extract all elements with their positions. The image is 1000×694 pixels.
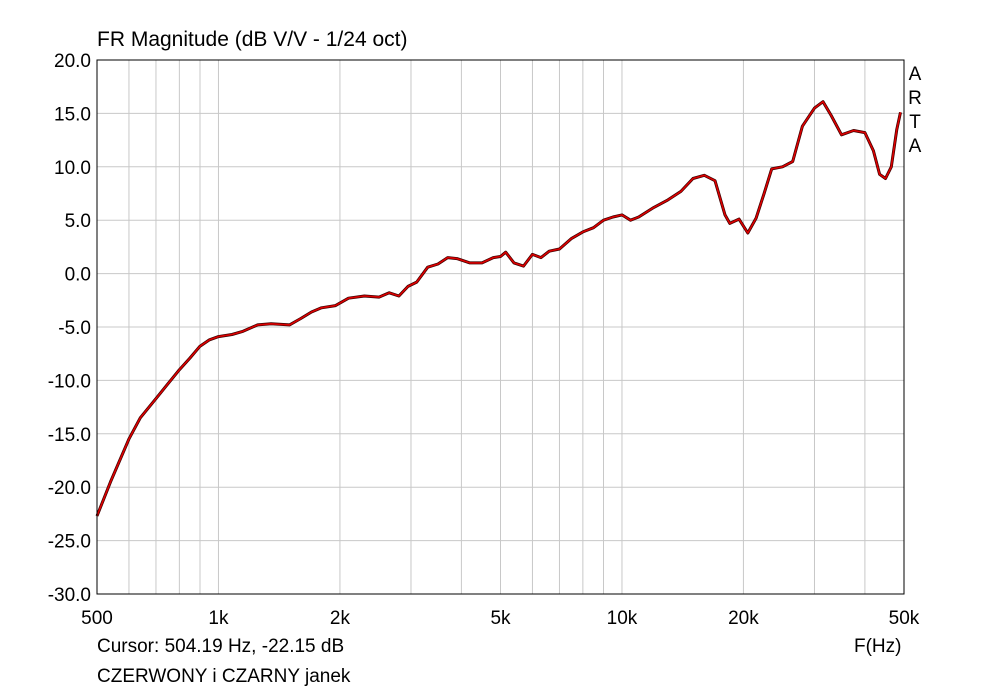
series-traces [95,100,902,517]
brand-letter-a2: A [908,136,922,157]
y-tick-label: 10.0 [54,158,91,179]
arta-brand-mark: A R T A [907,63,923,159]
x-tick-label: 10k [607,608,638,629]
y-tick-label: -10.0 [48,371,91,392]
x-tick-label: 5k [490,608,511,629]
y-axis-tick-labels: 20.0 15.0 10.0 5.0 0.0 -5.0 -10.0 -15.0 -20.0 -25… [48,51,91,606]
y-tick-label: 15.0 [54,104,91,125]
x-tick-label: 2k [330,608,351,629]
horizontal-gridlines [97,112,904,542]
brand-letter-a1: A [908,64,922,85]
y-tick-label: 0.0 [65,265,91,286]
chart-title: FR Magnitude (dB V/V - 1/24 oct) [97,28,408,51]
y-tick-label: -20.0 [48,478,91,499]
y-tick-label: -15.0 [48,425,91,446]
x-tick-label: 50k [889,608,920,629]
chart-caption: CZERWONY i CZARNY janek [97,666,351,687]
x-axis-label: F(Hz) [854,636,902,657]
y-tick-label: 20.0 [54,51,91,72]
series-line-shadow [95,100,902,517]
plot-frame [96,59,905,595]
x-tick-label: 500 [81,608,113,629]
y-tick-label: 5.0 [65,211,91,232]
series-line [96,100,902,517]
brand-letter-t: T [909,112,921,133]
y-tick-label: -30.0 [48,585,91,606]
x-tick-label: 1k [208,608,229,629]
y-tick-label: -5.0 [58,318,91,339]
y-tick-label: -25.0 [48,532,91,553]
x-axis-tick-labels: 500 1k 2k 5k 10k 20k 50k [81,608,920,629]
brand-letter-r: R [908,88,922,109]
x-tick-label: 20k [728,608,759,629]
cursor-readout: Cursor: 504.19 Hz, -22.15 dB [97,636,345,657]
